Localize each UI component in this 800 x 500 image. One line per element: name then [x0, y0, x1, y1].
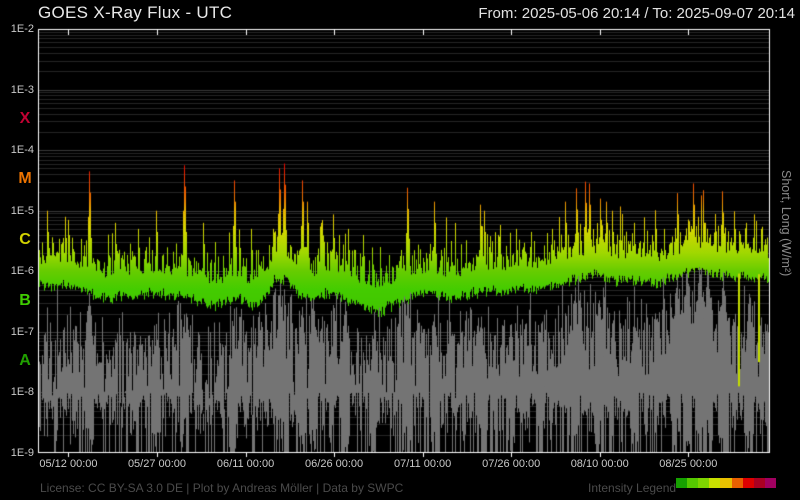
y-tick-1E-9: 1E-9: [10, 447, 34, 459]
y-tick-1E-7: 1E-7: [10, 325, 34, 338]
flare-class-C: C: [19, 231, 31, 248]
x-tick-05-12: 05/12 00:00: [39, 458, 98, 470]
x-tick-06-26: 06/26 00:00: [305, 458, 364, 470]
flare-class-X: X: [19, 109, 31, 127]
legend-swatch-1: [687, 478, 699, 488]
chart-title: GOES X-Ray Flux - UTC: [38, 3, 233, 22]
x-tick-08-25: 08/25 00:00: [659, 458, 718, 470]
legend-swatch-7: [753, 478, 765, 488]
legend-swatch-2: [698, 478, 710, 488]
legend-swatch-0: [676, 478, 688, 488]
flare-class-B: B: [19, 291, 31, 309]
y-tick-1E-6: 1E-6: [10, 265, 34, 278]
time-range-label: From: 2025-05-06 20:14 / To: 2025-09-07 …: [478, 5, 795, 22]
y-tick-1E-5: 1E-5: [10, 204, 34, 217]
intensity-legend-label: Intensity Legend: [588, 481, 677, 495]
x-tick-06-11: 06/11 00:00: [216, 458, 275, 470]
license-text: License: CC BY-SA 3.0 DE | Plot by Andre…: [40, 481, 404, 495]
legend-swatch-5: [731, 478, 743, 488]
legend-swatch-6: [742, 478, 754, 488]
y-tick-1E-4: 1E-4: [10, 144, 34, 157]
flare-class-M: M: [18, 170, 32, 188]
legend-swatch-3: [709, 478, 721, 488]
legend-swatch-4: [720, 478, 732, 488]
intensity-legend-bar: [676, 478, 776, 488]
x-tick-05-27: 05/27 00:00: [127, 458, 187, 470]
y-tick-1E-2: 1E-2: [10, 23, 34, 35]
x-tick-07-11: 07/11 00:00: [393, 458, 452, 470]
legend-swatch-8: [764, 478, 776, 488]
x-tick-08-10: 08/10 00:00: [570, 458, 629, 470]
right-axis-label: Short, Long (W/m²): [779, 170, 793, 277]
y-tick-1E-8: 1E-8: [10, 386, 34, 399]
flare-class-A: A: [19, 352, 31, 370]
y-tick-1E-3: 1E-3: [10, 83, 34, 96]
x-tick-07-26: 07/26 00:00: [482, 458, 541, 470]
